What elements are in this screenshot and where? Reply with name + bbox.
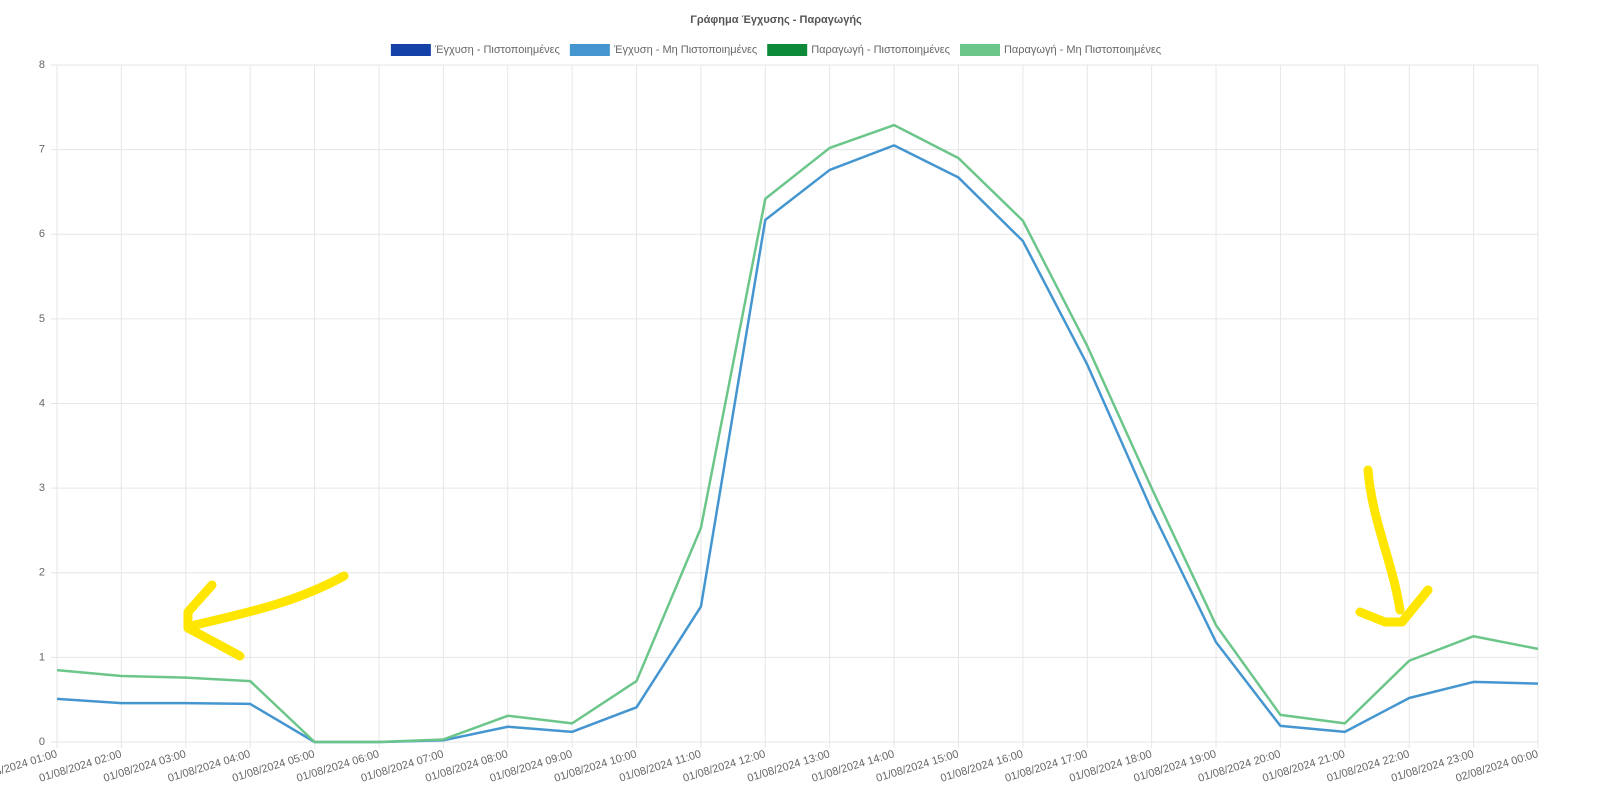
series-line [56, 123, 1539, 744]
arrow-head [183, 580, 245, 661]
legend-label: Έγχυση - Μη Πιστοποιημένες [613, 44, 757, 56]
y-tick-label: 2 [39, 567, 45, 579]
y-tick-label: 3 [39, 482, 45, 494]
arrow-shaft [190, 571, 349, 630]
legend-swatch [569, 44, 610, 56]
y-tick-label: 0 [39, 736, 45, 748]
series-line [56, 144, 1539, 744]
chart-title: Γράφημα Έγχυσης - Παραγωγής [690, 14, 862, 26]
legend-label: Παραγωγή - Μη Πιστοποιημένες [1004, 44, 1161, 56]
legend: Έγχυση - Πιστοποιημένες Έγχυση - Μη Πιστο… [390, 44, 1161, 56]
annotation-arrows [183, 465, 1433, 661]
legend-swatch [390, 44, 431, 56]
legend-swatch [767, 44, 808, 56]
y-tick-label: 8 [39, 59, 45, 71]
legend-label: Έγχυση - Πιστοποιημένες [434, 44, 560, 56]
y-tick-label: 1 [39, 651, 45, 663]
legend-swatch [959, 44, 1000, 56]
y-tick-label: 5 [39, 313, 45, 325]
y-tick-label: 6 [39, 228, 45, 240]
legend-label: Παραγωγή - Πιστοποιημένες [811, 44, 950, 56]
y-tick-label: 7 [39, 144, 45, 156]
y-tick-label: 4 [39, 397, 45, 409]
arrow-head [1355, 585, 1433, 627]
arrow-shaft [1363, 465, 1405, 615]
